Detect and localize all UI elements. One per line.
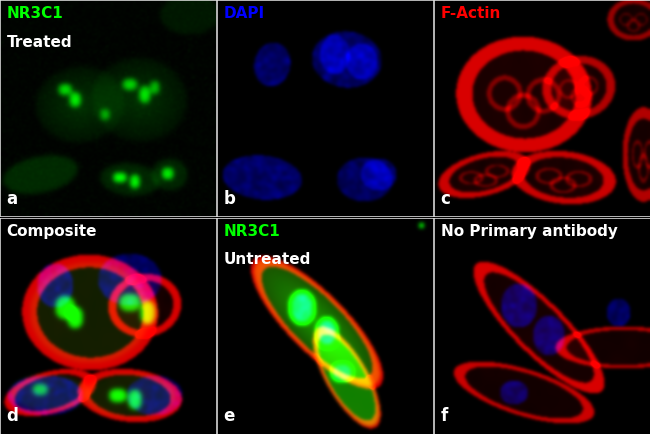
Text: No Primary antibody: No Primary antibody	[441, 224, 618, 239]
Text: NR3C1: NR3C1	[224, 224, 280, 239]
Text: Composite: Composite	[6, 224, 97, 239]
Text: DAPI: DAPI	[224, 7, 265, 22]
Text: NR3C1: NR3C1	[6, 7, 63, 22]
Text: F-Actin: F-Actin	[441, 7, 501, 22]
Text: e: e	[224, 408, 235, 425]
Text: d: d	[6, 408, 18, 425]
Text: b: b	[224, 190, 235, 208]
Text: Untreated: Untreated	[224, 252, 311, 267]
Text: a: a	[6, 190, 18, 208]
Text: f: f	[441, 408, 448, 425]
Text: c: c	[441, 190, 450, 208]
Text: Treated: Treated	[6, 35, 72, 49]
